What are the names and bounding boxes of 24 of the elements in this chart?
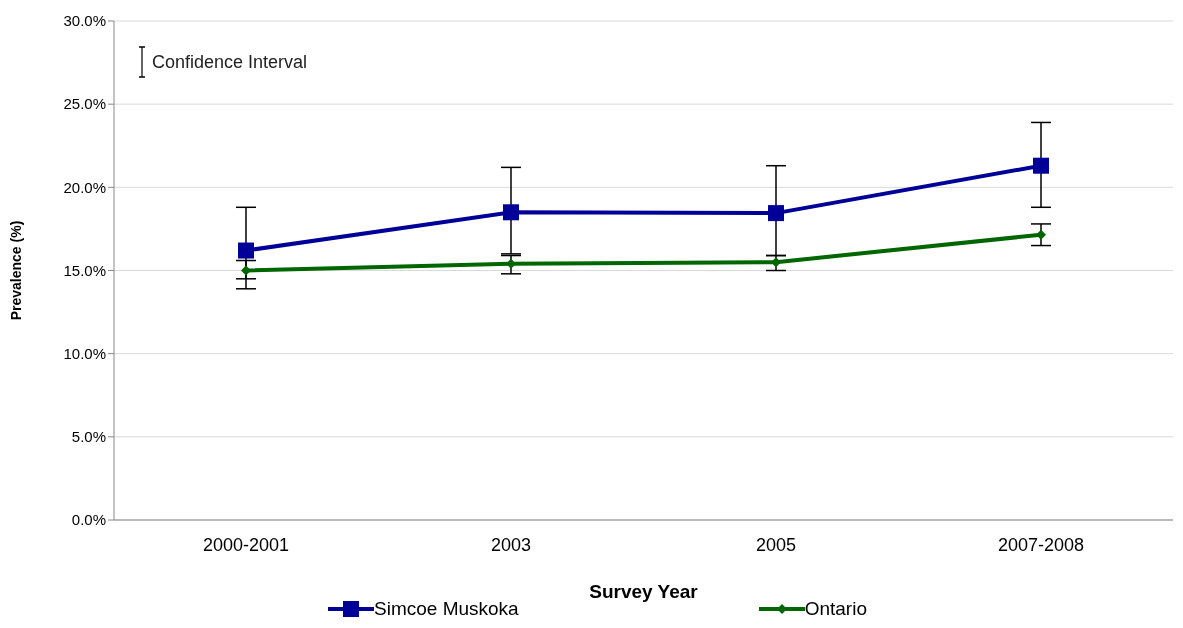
point	[1033, 157, 1049, 174]
legend-label: Simcoe Muskoka	[374, 598, 519, 620]
x-tick-label: 2000-2001	[202, 534, 290, 555]
annotation: Confidence Interval	[152, 51, 308, 73]
point	[241, 265, 251, 276]
y-tick-label: 25.0%	[63, 95, 106, 113]
point	[771, 257, 781, 268]
point	[503, 204, 519, 221]
y-tick-label: 5.0%	[71, 428, 106, 446]
x-axis-title: Survey Year	[589, 581, 699, 602]
y-axis-title: Prevalence (%)	[7, 220, 24, 321]
point	[1036, 229, 1046, 240]
legend-label: Ontario	[804, 598, 867, 620]
y-tick-label: 10.0%	[63, 344, 106, 362]
x-tick-label: 2005	[755, 534, 797, 555]
y-tick-label: 20.0%	[63, 178, 106, 196]
point	[238, 242, 254, 259]
x-tick-label: 2003	[490, 534, 532, 555]
point	[768, 205, 784, 222]
y-tick-label: 15.0%	[63, 261, 106, 279]
x-tick-label: 2007-2008	[997, 534, 1085, 555]
y-tick-label: 0.0%	[71, 511, 106, 529]
point	[506, 258, 516, 269]
y-tick-label: 30.0%	[63, 12, 106, 30]
